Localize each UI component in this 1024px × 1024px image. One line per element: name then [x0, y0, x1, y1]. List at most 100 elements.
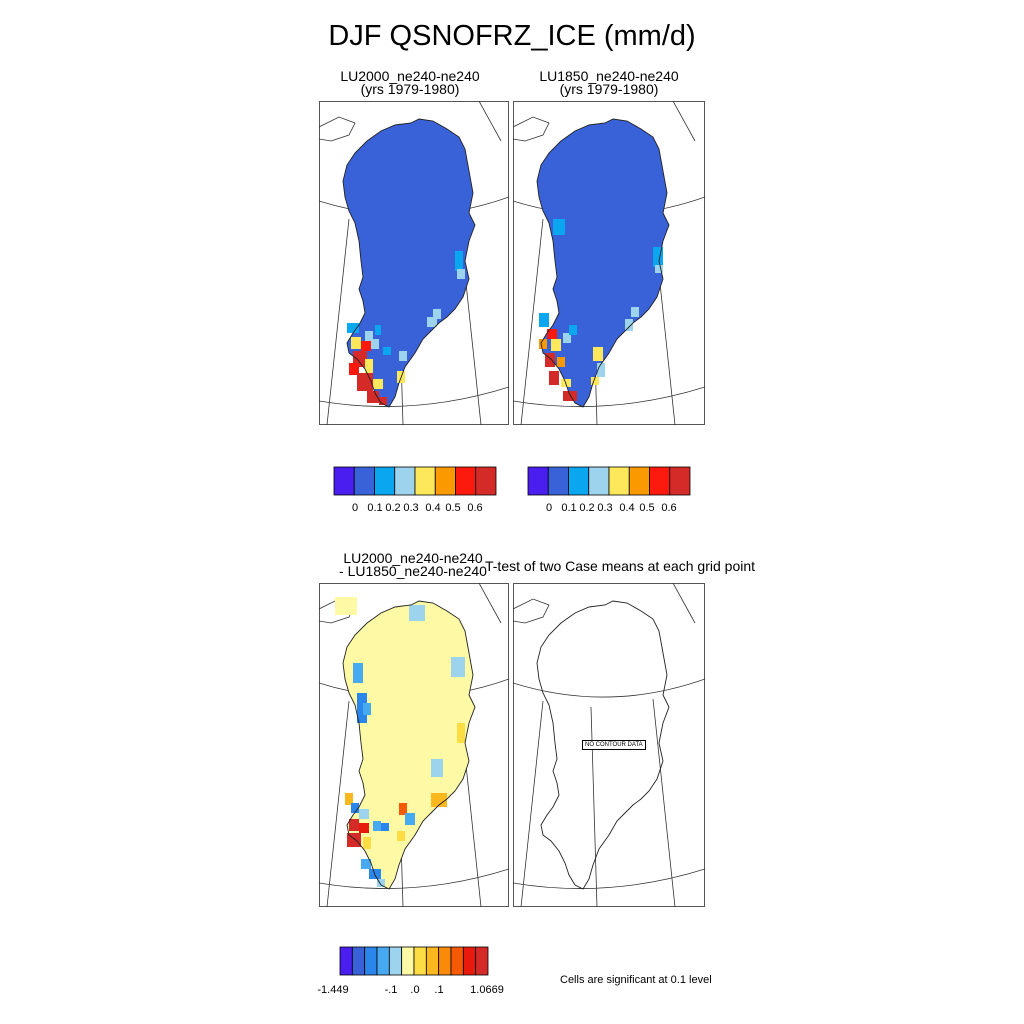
grid-cell: [365, 331, 373, 341]
colorbar-swatch: [388, 946, 403, 976]
grid-cell: [593, 347, 603, 361]
colorbar-lu2000: 0 0.1 0.2 0.3 0.4 0.5 0.6: [333, 466, 497, 514]
grid-cell: [625, 319, 633, 331]
longitude-line: [672, 101, 696, 142]
grid-cell: [563, 391, 577, 401]
grid-cell: [363, 703, 371, 715]
colorbar-swatch: [425, 946, 440, 976]
grid-cell: [557, 357, 565, 367]
grid-cell: [655, 265, 663, 273]
map-panel-lu1850: [513, 101, 705, 425]
colorbar-swatch: [547, 466, 569, 496]
latitude-line: [513, 386, 705, 407]
grid-cell: [363, 837, 371, 849]
colorbar-lu1850: 0 0.1 0.2 0.3 0.4 0.5 0.6: [527, 466, 691, 514]
grid-cell: [359, 809, 369, 819]
grid-cell: [457, 723, 465, 743]
colorbar-lu1850-ticks: 0 0.1 0.2 0.3 0.4 0.5 0.6: [527, 502, 691, 516]
colorbar-tick-label: 0.2: [385, 502, 401, 514]
grid-cell: [405, 813, 415, 825]
colorbar-difference-svg: [339, 946, 489, 976]
greenland-coastline: [342, 118, 476, 408]
coastline-ellesmere: [513, 598, 550, 624]
grid-cell: [375, 325, 381, 335]
page-title: DJF QSNOFRZ_ICE (mm/d): [328, 20, 696, 52]
ice-sheet-field: [343, 601, 475, 889]
colorbar-swatch: [434, 466, 456, 496]
colorbar-tick-label: 0.4: [425, 502, 441, 514]
coastline-ellesmere: [319, 116, 356, 142]
grid-cell: [349, 819, 359, 831]
grid-cell: [539, 339, 547, 349]
grid-cell: [539, 313, 549, 327]
colorbar-tick-label: -1.449: [317, 984, 349, 996]
grid-cell: [347, 323, 359, 333]
grid-cell: [349, 363, 359, 375]
longitude-line: [652, 698, 676, 907]
map-difference-svg: [319, 583, 509, 907]
colorbar-lu2000-svg: [333, 466, 497, 496]
grid-cell: [373, 379, 383, 389]
significance-note: Cells are significant at 0.1 level: [560, 974, 712, 986]
colorbar-swatch: [339, 946, 353, 976]
colorbar-tick-label: .0: [410, 984, 420, 996]
grid-cell: [381, 823, 389, 831]
grid-cell: [359, 823, 369, 833]
grid-cell: [431, 759, 443, 777]
longitude-line: [478, 101, 502, 142]
colorbar-tick-label: 0.1: [367, 502, 383, 514]
grid-cell: [545, 353, 555, 367]
colorbar-tick-label: 0: [351, 502, 359, 514]
grid-cell: [357, 693, 367, 723]
colorbar-swatch: [608, 466, 630, 496]
grid-cell: [457, 269, 465, 279]
grid-cell: [365, 359, 373, 373]
panel-4-title-line1: T-test of two Case means at each grid po…: [484, 558, 756, 574]
grid-cell: [427, 317, 437, 327]
colorbar-tick-label: 0.3: [403, 502, 419, 514]
grid-cell: [373, 821, 381, 831]
colorbar-swatch: [438, 946, 452, 976]
grid-cell: [451, 657, 465, 677]
grid-cell: [351, 803, 359, 813]
panel-3-title-line1: LU2000_ne240-ne240: [343, 550, 483, 566]
grid-cell: [547, 329, 557, 339]
colorbar-swatch: [374, 466, 396, 496]
greenland-coastline: [536, 600, 670, 890]
longitude-line: [520, 218, 544, 425]
colorbar-swatch: [353, 466, 375, 496]
colorbar-swatch: [414, 466, 436, 496]
grid-cell: [377, 879, 385, 887]
colorbar-tick-label: 0.1: [561, 502, 577, 514]
colorbar-swatch: [669, 466, 691, 496]
panel-3-title: LU2000_ne240-ne240 - LU1850_ne240-ne240: [323, 550, 503, 578]
grid-cell: [361, 341, 371, 351]
grid-cell: [353, 663, 363, 683]
grid-cell: [653, 247, 663, 267]
colorbar-swatch: [351, 946, 366, 976]
colorbar-swatch: [455, 466, 477, 496]
colorbar-tick-label: -.1: [384, 984, 398, 996]
grid-cell: [399, 803, 407, 815]
longitude-line: [478, 583, 502, 624]
colorbar-tick-label: 0.6: [467, 502, 483, 514]
grid-cell: [361, 859, 371, 869]
colorbar-tick-label: 0.3: [597, 502, 613, 514]
colorbar-swatch: [628, 466, 650, 496]
colorbar-tick-label: 0.5: [445, 502, 461, 514]
panel-4-title: T-test of two Case means at each grid po…: [470, 558, 770, 574]
panel-1-title-line2: (yrs 1979-1980): [360, 81, 460, 97]
colorbar-swatch: [376, 946, 390, 976]
map-lu2000-svg: [319, 101, 509, 425]
colorbar-swatch: [527, 466, 549, 496]
colorbar-swatch: [364, 946, 378, 976]
grid-cell: [597, 363, 605, 377]
latitude-line: [319, 386, 509, 407]
grid-cell: [345, 793, 353, 805]
latitude-line: [513, 868, 705, 889]
map-ttest-svg: [513, 583, 705, 907]
coastline-ellesmere: [513, 116, 550, 142]
map-border: [513, 583, 705, 907]
longitude-line: [326, 218, 350, 425]
colorbar-swatch: [333, 466, 355, 496]
